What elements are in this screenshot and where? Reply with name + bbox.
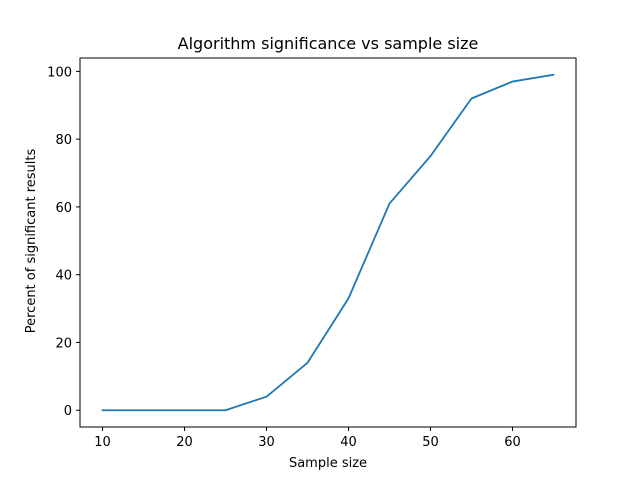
series-group bbox=[101, 73, 555, 412]
y-tick-label: 100 bbox=[47, 65, 72, 80]
chart-title: Algorithm significance vs sample size bbox=[178, 34, 479, 53]
x-tick-label: 40 bbox=[340, 435, 357, 450]
y-axis-label: Percent of significant results bbox=[24, 149, 39, 334]
y-axis-ticks: 0 20 40 60 80 100 bbox=[47, 65, 80, 419]
x-tick-label: 20 bbox=[176, 435, 193, 450]
x-tick-label: 60 bbox=[504, 435, 521, 450]
x-tick-label: 50 bbox=[422, 435, 439, 450]
y-tick-label: 80 bbox=[55, 133, 72, 148]
x-axis-label: Sample size bbox=[289, 456, 367, 471]
plot-area: 10 20 30 40 50 60 0 20 40 60 80 100 bbox=[47, 57, 577, 450]
y-tick-label: 0 bbox=[64, 404, 72, 419]
series-line bbox=[101, 73, 555, 412]
x-tick-label: 30 bbox=[258, 435, 275, 450]
y-tick-label: 40 bbox=[55, 269, 72, 284]
x-tick-label: 10 bbox=[94, 435, 111, 450]
x-axis-ticks: 10 20 30 40 50 60 bbox=[94, 427, 521, 450]
y-tick-label: 20 bbox=[55, 336, 72, 351]
y-tick-label: 60 bbox=[55, 201, 72, 216]
plot-frame bbox=[79, 57, 577, 428]
